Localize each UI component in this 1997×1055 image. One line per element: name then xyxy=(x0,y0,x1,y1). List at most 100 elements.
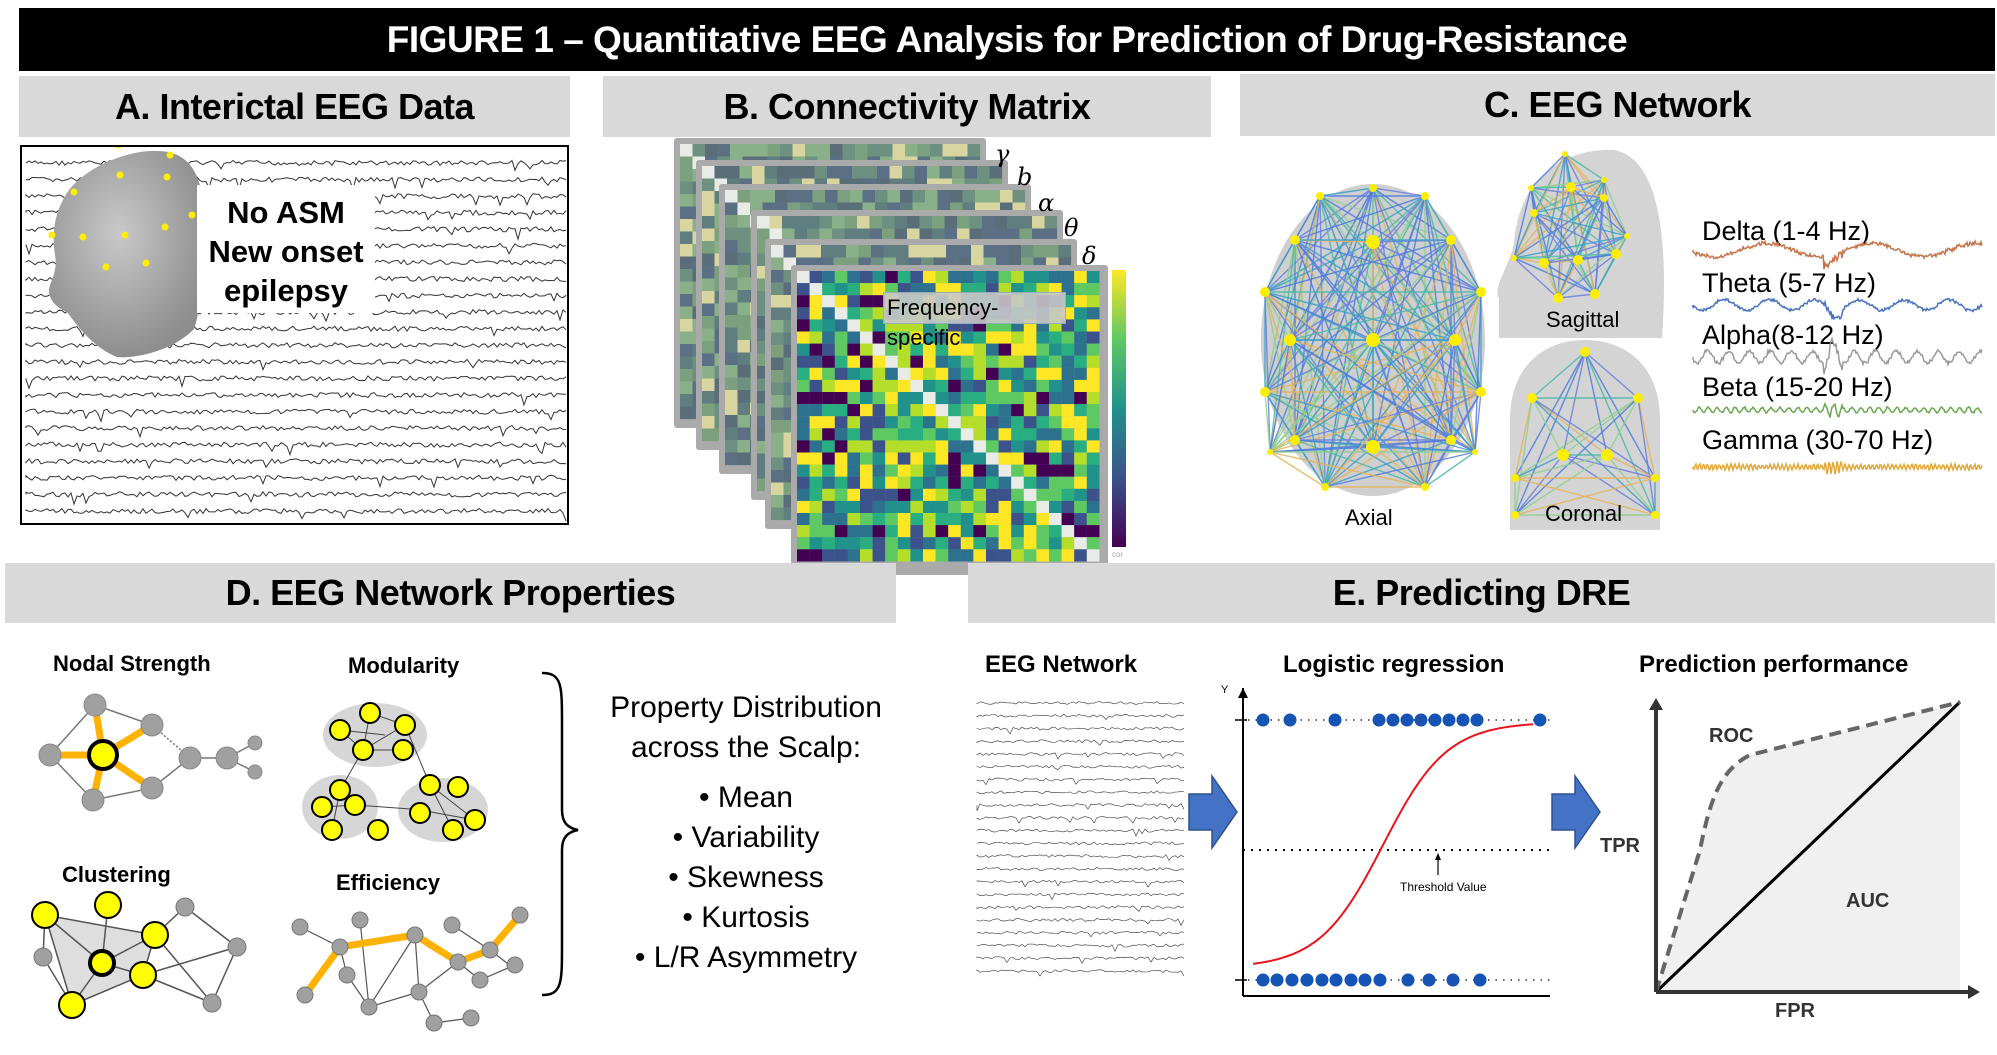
matrix-cell xyxy=(948,428,961,441)
network-edge xyxy=(1264,291,1296,441)
matrix-cell xyxy=(885,271,898,284)
matrix-cell xyxy=(1036,549,1050,562)
matrix-cell xyxy=(1011,428,1024,441)
matrix-cell xyxy=(797,537,810,550)
network-edge xyxy=(1450,339,1456,441)
matrix-cell xyxy=(973,476,987,489)
network-edge xyxy=(1319,195,1326,488)
matrix-cell xyxy=(809,428,823,441)
matrix-cell xyxy=(960,537,974,550)
matrix-cell xyxy=(1023,343,1037,356)
matrix-cell xyxy=(862,190,876,203)
matrix-cell xyxy=(960,271,974,284)
electrode-node xyxy=(1530,209,1538,217)
network-edge xyxy=(1269,451,1326,488)
matrix-cell xyxy=(797,343,810,356)
matrix-cell xyxy=(771,307,784,321)
matrix-cell xyxy=(872,392,886,405)
matrix-cell xyxy=(897,331,911,344)
matrix-cell xyxy=(809,319,823,332)
matrix-cell xyxy=(809,464,823,477)
coronal-head-network xyxy=(1510,340,1660,530)
matrix-cell xyxy=(927,166,940,179)
matrix-cell xyxy=(933,245,947,258)
matrix-cell xyxy=(1049,513,1062,526)
network-edge xyxy=(1577,253,1617,261)
matrix-cell xyxy=(725,415,738,428)
matrix-cell xyxy=(847,392,861,405)
matrix-cell xyxy=(998,440,1012,453)
network-edge xyxy=(1557,253,1617,299)
matrix-cell xyxy=(797,392,810,405)
matrix-cell xyxy=(814,166,828,179)
matrix-cell xyxy=(986,464,999,477)
matrix-cell xyxy=(1049,416,1062,429)
network-edge xyxy=(1319,195,1374,448)
matrix-cell xyxy=(885,416,898,429)
statistics-list: • Mean • Variability • Skewness • Kurtos… xyxy=(586,778,906,978)
network-edge xyxy=(1606,397,1639,456)
matrix-cell xyxy=(986,367,999,380)
matrix-cell xyxy=(923,513,936,526)
matrix-cell xyxy=(1049,271,1062,284)
matrix-cell xyxy=(946,245,959,258)
matrix-cell xyxy=(725,340,738,353)
matrix-cell xyxy=(809,488,823,501)
matrix-cell xyxy=(1049,392,1062,405)
matrix-cell xyxy=(935,428,949,441)
matrix-cell xyxy=(771,282,784,296)
matrix-cell xyxy=(875,190,888,203)
matrix-cell xyxy=(797,428,810,441)
matrix-cell xyxy=(1061,428,1075,441)
matrix-cell xyxy=(702,191,715,204)
matrix-cell xyxy=(872,416,886,429)
matrix-cell xyxy=(948,440,961,453)
network-edge xyxy=(1531,397,1564,456)
matrix-cell xyxy=(819,216,833,229)
matrix-cell xyxy=(960,343,974,356)
matrix-cell xyxy=(737,202,751,216)
network-edge xyxy=(1513,257,1596,295)
matrix-cell xyxy=(842,144,856,157)
matrix-cell xyxy=(834,476,848,489)
matrix-cell xyxy=(935,476,949,489)
matrix-cell xyxy=(809,271,823,284)
network-edge xyxy=(1570,186,1605,199)
eeg-channel-trace xyxy=(976,713,1185,720)
matrix-cell xyxy=(702,403,715,417)
matrix-cell xyxy=(737,302,751,316)
matrix-cell xyxy=(887,190,901,203)
matrix-cell xyxy=(730,144,743,157)
matrix-cell xyxy=(797,367,810,380)
network-edge xyxy=(1530,187,1605,199)
matrix-cell xyxy=(807,216,820,229)
matrix-cell xyxy=(982,228,995,242)
network-edge xyxy=(1513,235,1628,259)
matrix-cell xyxy=(1086,476,1100,489)
matrix-cell xyxy=(725,252,738,266)
matrix-cell xyxy=(960,476,974,489)
data-point-negative xyxy=(1358,973,1372,987)
electrode-node xyxy=(1366,440,1380,454)
electrode-node xyxy=(1562,151,1568,157)
band-waveform xyxy=(1692,401,1982,418)
network-edge xyxy=(1603,197,1628,237)
view-label-coronal: Coronal xyxy=(1545,501,1623,526)
matrix-cell xyxy=(948,476,961,489)
network-edge xyxy=(1514,397,1533,516)
network-edge xyxy=(1530,153,1566,189)
matrix-cell xyxy=(847,283,861,296)
matrix-cell xyxy=(844,216,858,229)
matrix-cell xyxy=(834,283,848,296)
matrix-cell xyxy=(1008,245,1022,258)
network-edge xyxy=(1594,253,1617,295)
matrix-cell xyxy=(847,404,861,417)
network-edge xyxy=(1319,187,1374,197)
matrix-cell xyxy=(1086,416,1100,429)
network-edge xyxy=(1294,239,1326,488)
matrix-cell xyxy=(1074,537,1087,550)
matrix-cell xyxy=(771,445,784,458)
matrix-cell xyxy=(1061,513,1075,526)
matrix-cell xyxy=(822,452,835,465)
matrix-cell xyxy=(1061,440,1075,453)
